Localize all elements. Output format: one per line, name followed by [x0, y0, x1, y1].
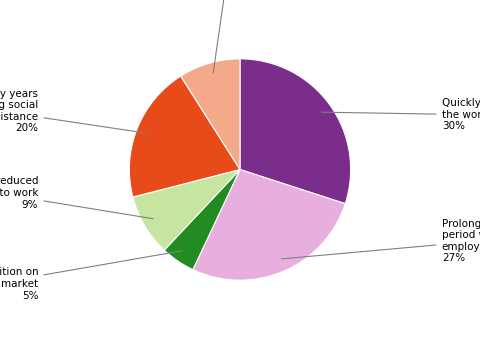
Wedge shape	[129, 76, 240, 197]
Text: Prolonged
period without
employment
27%: Prolonged period without employment 27%	[282, 219, 480, 263]
Text: Leaves
Sweden
9%: Leaves Sweden 9%	[206, 0, 248, 73]
Wedge shape	[164, 170, 240, 270]
Text: Weak position on
the labour market
5%: Weak position on the labour market 5%	[0, 251, 182, 301]
Wedge shape	[240, 59, 351, 204]
Wedge shape	[133, 170, 240, 250]
Wedge shape	[193, 170, 345, 280]
Wedge shape	[180, 59, 240, 170]
Text: Many years
receiving social
assistance
20%: Many years receiving social assistance 2…	[0, 88, 146, 133]
Text: Quickly join
the workforce
30%: Quickly join the workforce 30%	[322, 98, 480, 132]
Text: With reduced
capacity to work
9%: With reduced capacity to work 9%	[0, 176, 153, 219]
